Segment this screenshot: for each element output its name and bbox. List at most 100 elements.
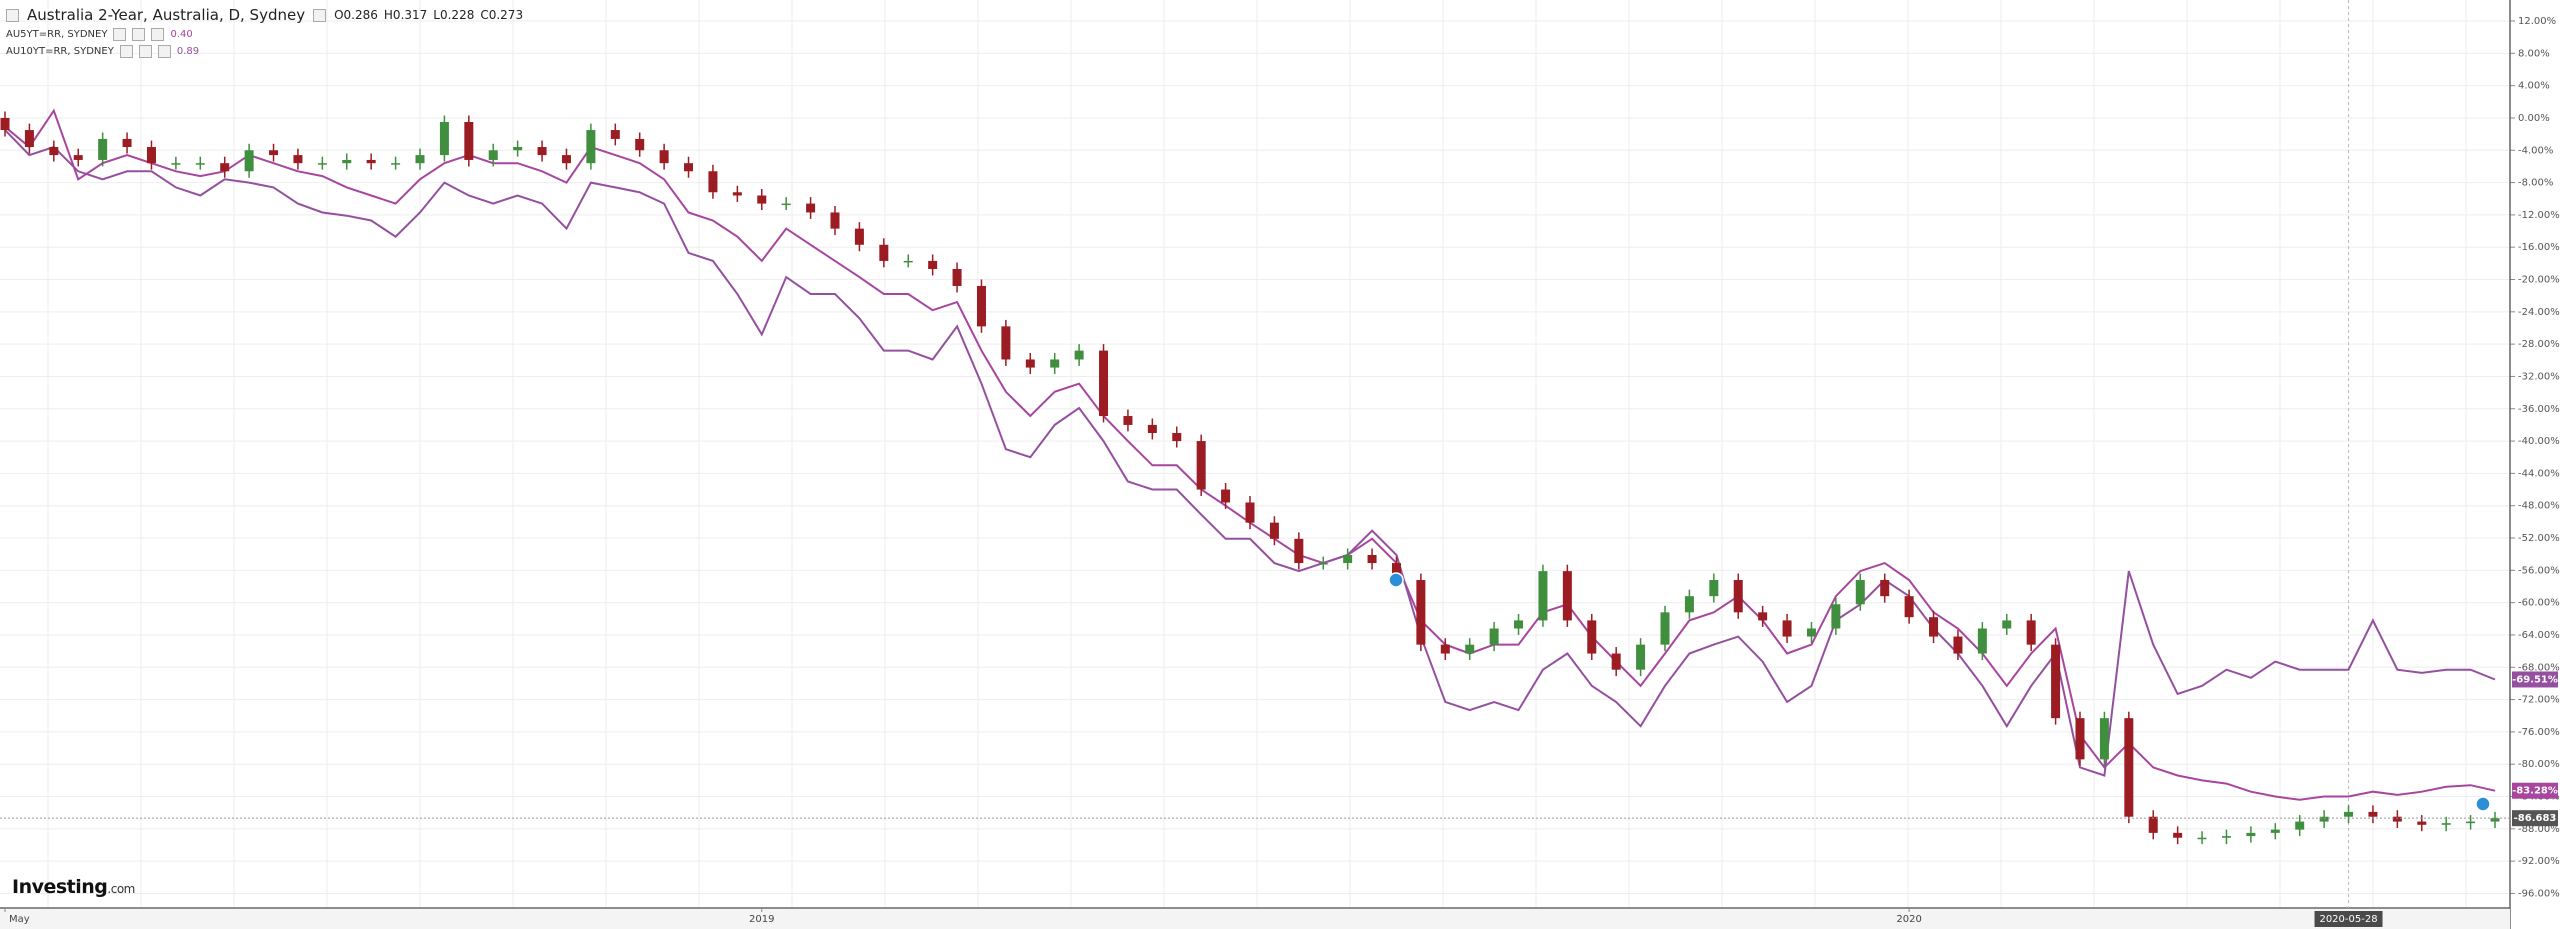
header: Australia 2-Year, Australia, D, Sydney O… xyxy=(6,6,529,24)
y-tick-label: -52.00% xyxy=(2518,533,2560,544)
candle-body xyxy=(1269,522,1279,539)
candle-body xyxy=(269,150,279,156)
candle-body xyxy=(439,121,449,156)
candle-body xyxy=(1416,580,1426,645)
ohlc-close: C0.273 xyxy=(480,8,524,22)
candle-body xyxy=(1391,563,1401,581)
candle-body xyxy=(24,130,34,148)
candle-body xyxy=(2173,832,2183,838)
candle-body xyxy=(2051,644,2061,719)
y-tick-label: -64.00% xyxy=(2518,630,2560,641)
candle-body xyxy=(732,192,742,196)
candle-body xyxy=(1074,350,1084,360)
candle-body xyxy=(1880,580,1890,597)
candle-body xyxy=(1514,620,1524,629)
line-series xyxy=(4,129,2496,777)
candle-body xyxy=(561,155,571,164)
y-tick-label: -72.00% xyxy=(2518,695,2560,706)
candle-body xyxy=(1562,571,1572,621)
logo-suffix: .com xyxy=(107,882,135,896)
candle-body xyxy=(1929,617,1939,637)
last-value-label: -86.683 xyxy=(2514,813,2557,824)
y-tick-label: -36.00% xyxy=(2518,404,2560,415)
candle-body xyxy=(1538,571,1548,621)
candle-body xyxy=(976,285,986,327)
ohlc: O0.286 H0.317 L0.228 C0.273 xyxy=(334,8,529,22)
y-tick-label: 4.00% xyxy=(2518,81,2550,92)
y-tick-label: -88.00% xyxy=(2518,824,2560,835)
y-tick-label: -20.00% xyxy=(2518,275,2560,286)
legend-icon[interactable] xyxy=(151,28,165,41)
legend-icon[interactable] xyxy=(157,45,171,58)
legend-name[interactable]: AU10YT=RR, SYDNEY xyxy=(6,46,114,57)
candle-body xyxy=(854,228,864,245)
candle-body xyxy=(2099,718,2109,760)
candle-body xyxy=(1465,644,1475,654)
candle-body xyxy=(2075,718,2085,760)
candle-body xyxy=(586,130,596,164)
candle-body xyxy=(2221,836,2231,838)
candle-body xyxy=(2490,818,2500,822)
candle-body xyxy=(1343,554,1353,564)
candle-body xyxy=(2392,816,2402,822)
candle-body xyxy=(1977,628,1987,654)
legend-value: 0.89 xyxy=(176,46,200,57)
candle-body xyxy=(146,147,156,164)
candle-body xyxy=(366,159,376,164)
candle-body xyxy=(1050,359,1060,368)
candle-body xyxy=(2417,821,2427,825)
candle-body xyxy=(1806,628,1816,637)
candle-body xyxy=(1489,628,1499,645)
candle-body xyxy=(781,203,791,206)
candle-body xyxy=(1147,424,1157,433)
legend-icon[interactable] xyxy=(119,45,133,58)
legend-name[interactable]: AU5YT=RR, SYDNEY xyxy=(6,29,108,40)
candle-body xyxy=(513,147,523,151)
y-tick-label: -28.00% xyxy=(2518,339,2560,350)
y-tick-label: -60.00% xyxy=(2518,598,2560,609)
last-value-tag xyxy=(2512,810,2558,827)
candle-body xyxy=(757,195,767,204)
y-tick-label: -68.00% xyxy=(2518,662,2560,673)
y-tick-label: -96.00% xyxy=(2518,888,2560,899)
candle-body xyxy=(1099,350,1109,417)
y-tick-label: 8.00% xyxy=(2518,48,2550,59)
settings-icon[interactable] xyxy=(313,8,327,22)
candle-body xyxy=(1636,644,1646,670)
candle-body xyxy=(952,269,962,286)
candle-body xyxy=(195,163,205,165)
candle-body xyxy=(122,138,132,148)
candle-body xyxy=(1782,620,1792,637)
crosshair-label: 2020-05-28 xyxy=(2319,914,2377,925)
candle-body xyxy=(2295,821,2305,830)
legend-icon[interactable] xyxy=(132,28,146,41)
event-marker xyxy=(2475,796,2491,812)
collapse-icon[interactable] xyxy=(6,8,19,22)
y-tick-label: -24.00% xyxy=(2518,307,2560,318)
legend-icon[interactable] xyxy=(138,45,152,58)
candle-body xyxy=(1660,612,1670,645)
candle-body xyxy=(879,244,889,261)
candle-body xyxy=(2319,816,2329,822)
candle-body xyxy=(2270,829,2280,833)
ohlc-high: H0.317 xyxy=(383,8,428,22)
candle-body xyxy=(2148,816,2158,833)
candle-body xyxy=(1587,620,1597,654)
candle-body xyxy=(537,147,547,156)
candle-body xyxy=(415,155,425,164)
candle-body xyxy=(0,117,10,131)
candle-body xyxy=(1758,612,1768,621)
candle-body xyxy=(1001,326,1011,360)
logo: Investing.com xyxy=(12,876,135,898)
y-tick-label: -80.00% xyxy=(2518,759,2560,770)
candle-body xyxy=(1904,596,1914,618)
y-tick-label: 12.00% xyxy=(2518,16,2556,27)
candle-body xyxy=(1440,644,1450,654)
candle-body xyxy=(1733,580,1743,613)
candle-body xyxy=(684,163,694,172)
candle-body xyxy=(708,171,718,193)
chart-title: Australia 2-Year, Australia, D, Sydney xyxy=(27,6,306,24)
x-tick-label: 2020 xyxy=(1896,914,1921,925)
legend-icon[interactable] xyxy=(113,28,127,41)
